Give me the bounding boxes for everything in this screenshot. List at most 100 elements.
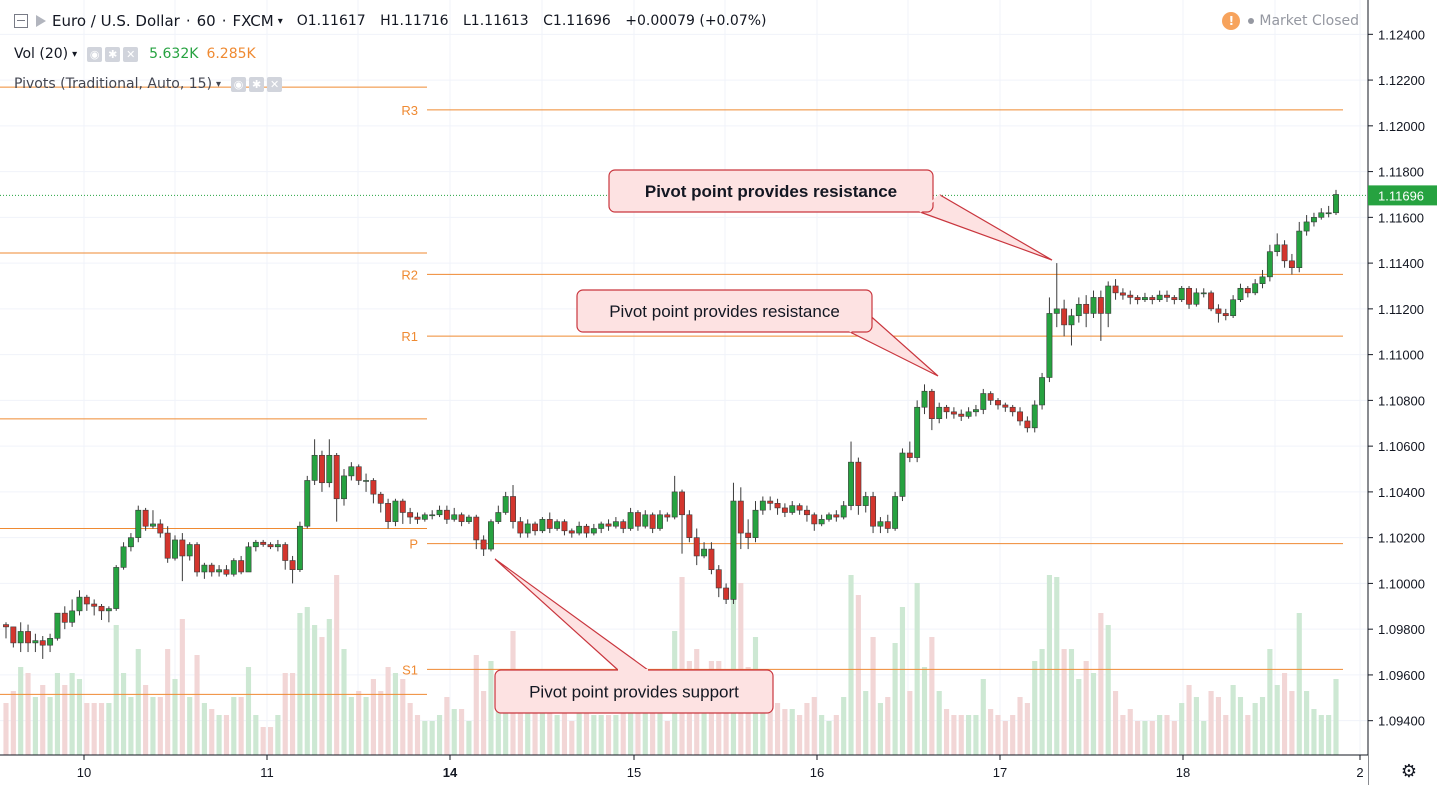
volume-bar bbox=[98, 703, 105, 755]
candle-body bbox=[1266, 251, 1273, 278]
candle-body bbox=[1164, 294, 1170, 298]
visibility-icon[interactable]: ◉ bbox=[231, 76, 247, 92]
volume-bar bbox=[951, 715, 957, 755]
callout-box[interactable] bbox=[608, 169, 934, 213]
volume-bar bbox=[833, 715, 839, 755]
candle-body bbox=[98, 605, 105, 612]
volume-bar bbox=[532, 709, 538, 755]
volume-bar bbox=[194, 655, 200, 755]
volume-bar bbox=[179, 619, 185, 755]
pivot-label-s1: S1 bbox=[402, 662, 418, 677]
candle-body bbox=[1083, 303, 1090, 314]
candle-body bbox=[914, 406, 921, 458]
gear-icon[interactable]: ✱ bbox=[249, 76, 265, 92]
price-axis[interactable] bbox=[1368, 0, 1437, 785]
candle-body bbox=[3, 624, 9, 628]
candle-body bbox=[105, 608, 112, 612]
candle-body bbox=[590, 528, 597, 534]
volume-bar bbox=[1223, 715, 1229, 755]
candle-body bbox=[1009, 406, 1016, 413]
candle-body bbox=[928, 390, 935, 419]
visibility-icon[interactable]: ◉ bbox=[87, 46, 103, 62]
candle-body bbox=[1142, 297, 1148, 301]
candle-body bbox=[1244, 287, 1251, 294]
candle-body bbox=[634, 512, 641, 527]
candle-body bbox=[826, 514, 832, 520]
candle-body bbox=[1303, 221, 1310, 232]
candle-body bbox=[884, 521, 891, 529]
candle-body bbox=[296, 525, 303, 570]
time-tick-label: 14 bbox=[443, 765, 458, 780]
price-tick-label: 1.11800 bbox=[1378, 165, 1424, 180]
volume-bar bbox=[598, 715, 604, 755]
volume-bar bbox=[1311, 709, 1317, 755]
collapse-icon[interactable] bbox=[14, 14, 28, 28]
candle-body bbox=[1090, 297, 1097, 314]
gear-icon[interactable]: ✱ bbox=[105, 46, 121, 62]
volume-bar bbox=[1127, 709, 1133, 755]
volume-bar bbox=[165, 649, 171, 755]
volume-bar bbox=[1215, 697, 1222, 755]
candle-body bbox=[377, 493, 384, 504]
time-tick-label: 11 bbox=[260, 765, 274, 780]
candle-body bbox=[1039, 377, 1046, 406]
candle-body bbox=[458, 514, 465, 522]
chevron-down-icon[interactable]: ▾ bbox=[277, 15, 283, 27]
chevron-down-icon[interactable]: ▾ bbox=[72, 48, 78, 60]
candle-body bbox=[605, 523, 612, 527]
candle-body bbox=[532, 523, 539, 532]
volume-bar bbox=[877, 703, 883, 755]
candle-body bbox=[69, 610, 76, 623]
candle-body bbox=[855, 461, 862, 506]
candle-body bbox=[414, 516, 421, 520]
candle-body bbox=[1061, 308, 1068, 326]
volume-bar bbox=[120, 673, 127, 755]
candle-body bbox=[172, 539, 178, 559]
volume-bar bbox=[664, 721, 670, 755]
candle-body bbox=[583, 525, 590, 534]
low-value: L1.11613 bbox=[463, 13, 529, 29]
callout-joint bbox=[849, 311, 867, 333]
volume-bar bbox=[1333, 679, 1339, 755]
volume-bar bbox=[1098, 613, 1104, 755]
candle-body bbox=[1193, 292, 1200, 305]
close-icon[interactable]: ✕ bbox=[267, 76, 283, 92]
volume-bar bbox=[1208, 691, 1214, 755]
candle-body bbox=[1053, 308, 1060, 314]
volume-bar bbox=[1193, 697, 1199, 755]
volume-bar bbox=[348, 697, 354, 755]
market-status-label: Market Closed bbox=[1259, 13, 1359, 29]
pivots-label[interactable]: Pivots (Traditional, Auto, 15) bbox=[14, 76, 213, 92]
time-tick-label: 10 bbox=[77, 765, 91, 780]
chevron-down-icon[interactable]: ▾ bbox=[216, 78, 222, 90]
candle-body bbox=[1097, 297, 1104, 314]
candle-body bbox=[848, 461, 854, 506]
symbol-name[interactable]: Euro / U.S. Dollar bbox=[52, 12, 180, 30]
chart-settings-gear-icon[interactable]: ⚙ bbox=[1400, 761, 1417, 782]
candle-body bbox=[32, 640, 39, 644]
time-tick-label: 2 bbox=[1356, 765, 1363, 780]
volume-label[interactable]: Vol (20) bbox=[14, 46, 69, 62]
volume-bar bbox=[128, 697, 134, 755]
separator-dot: · bbox=[221, 12, 227, 30]
interval-label[interactable]: 60 bbox=[196, 12, 216, 30]
candle-body bbox=[1127, 294, 1134, 298]
volume-bar bbox=[929, 637, 935, 755]
open-value: O1.11617 bbox=[296, 13, 366, 29]
callout-box[interactable] bbox=[576, 289, 873, 333]
close-icon[interactable]: ✕ bbox=[123, 46, 139, 62]
volume-bar bbox=[517, 691, 523, 755]
time-axis[interactable] bbox=[0, 755, 1368, 785]
volume-bar bbox=[936, 691, 942, 755]
candle-body bbox=[1149, 297, 1156, 301]
warning-icon[interactable]: ! bbox=[1222, 12, 1241, 30]
candle-body bbox=[61, 612, 68, 623]
candle-body bbox=[546, 519, 553, 529]
volume-bar bbox=[1230, 685, 1236, 755]
volume-bar bbox=[1112, 691, 1119, 755]
candle-body bbox=[1288, 260, 1295, 268]
volume-bar bbox=[267, 727, 274, 755]
time-tick-label: 18 bbox=[1176, 765, 1190, 780]
candle-body bbox=[392, 500, 399, 522]
